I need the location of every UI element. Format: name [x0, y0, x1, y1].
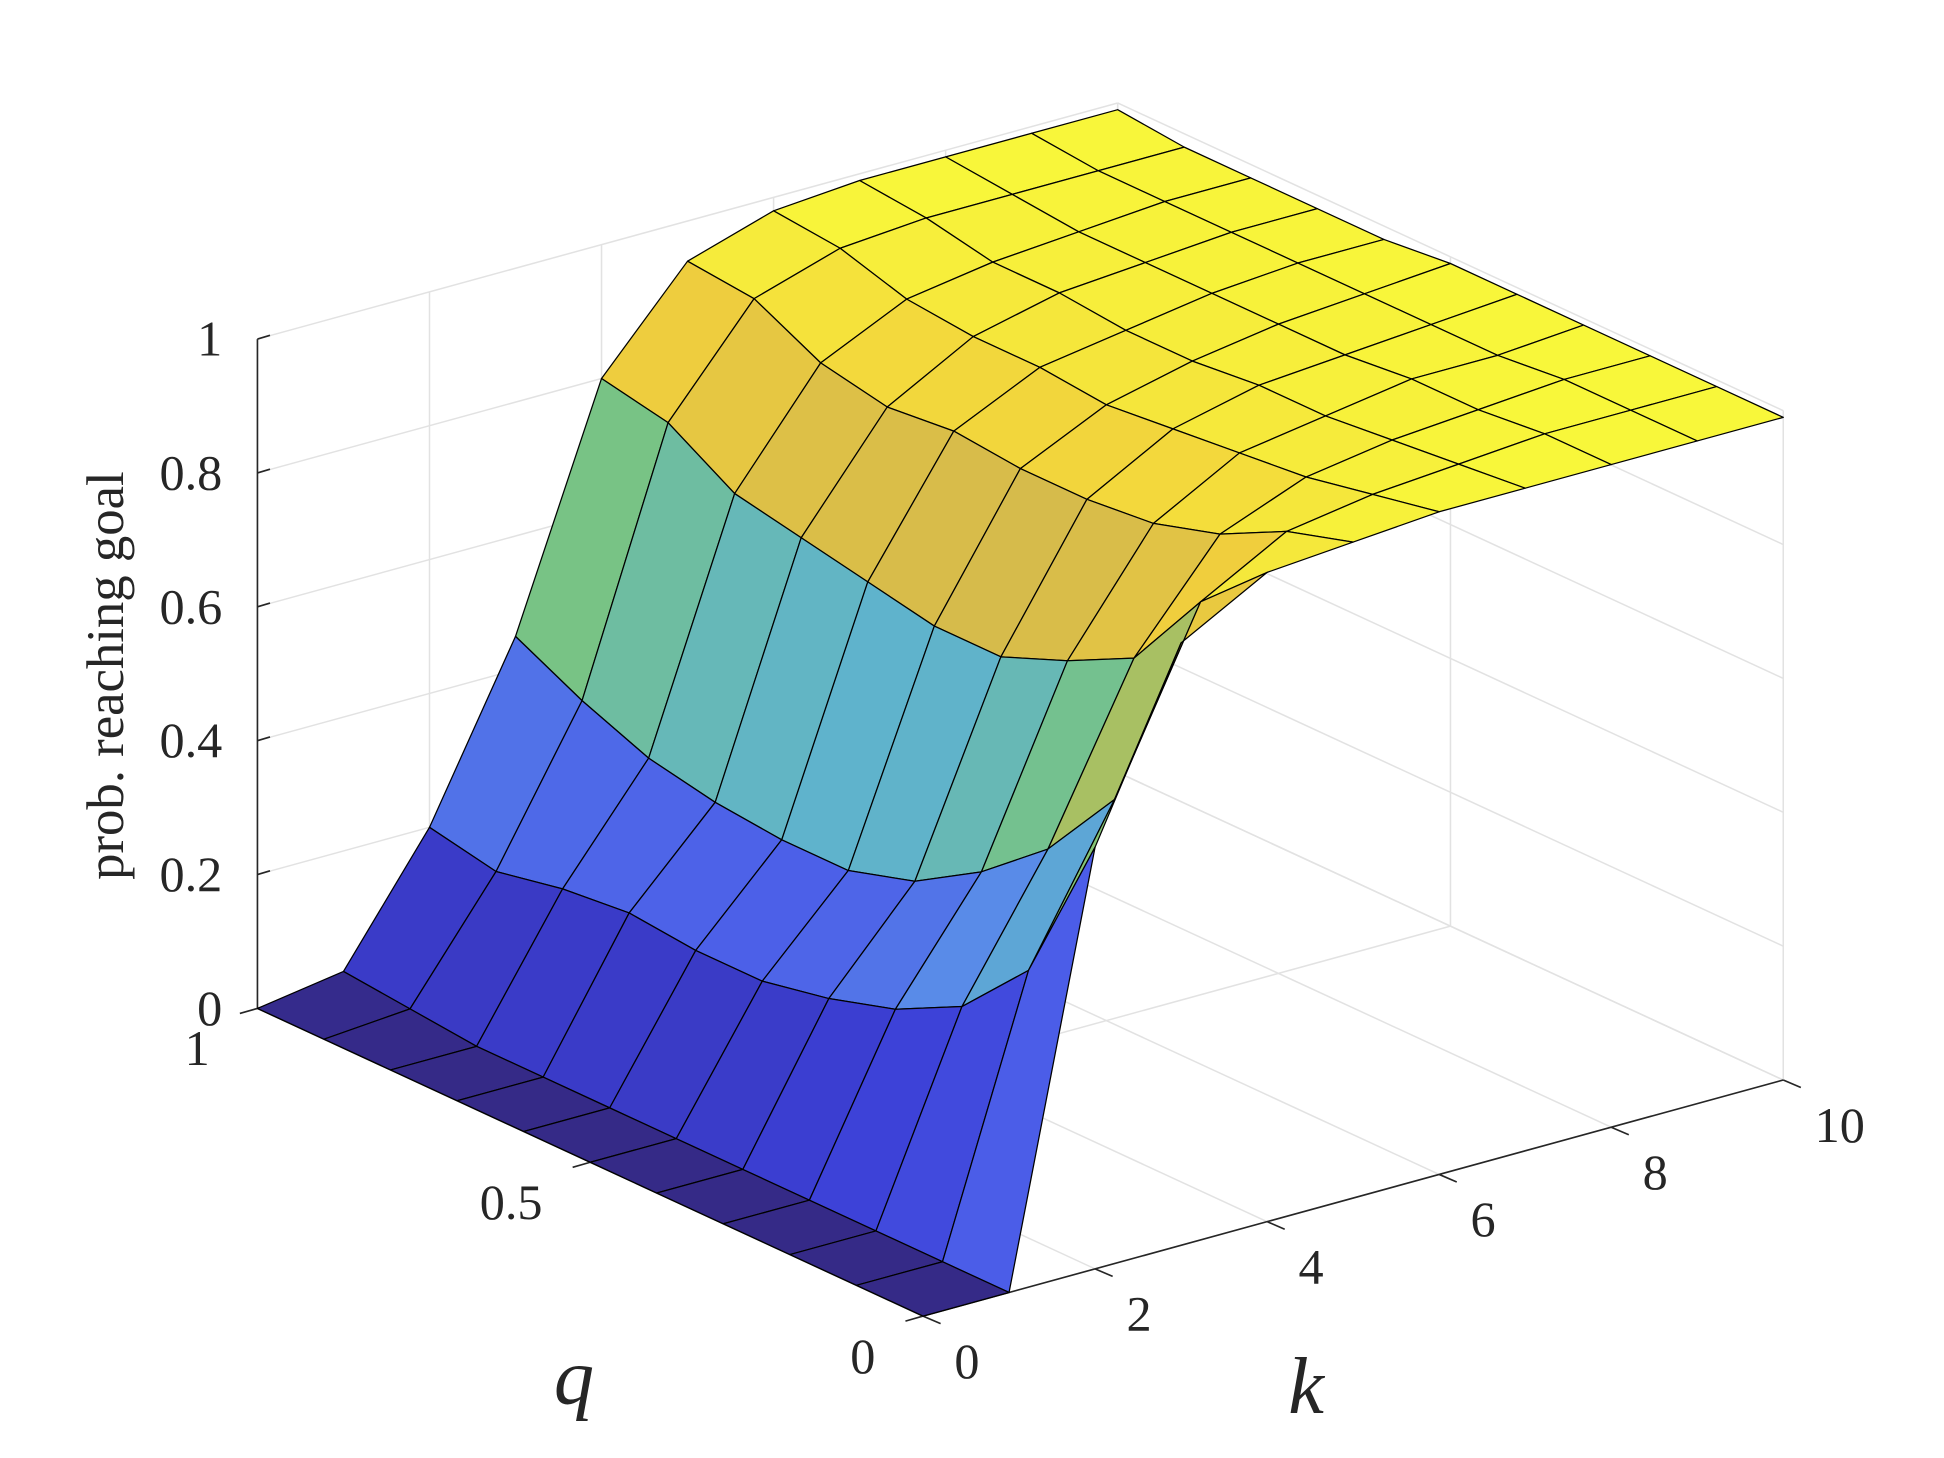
tick-mark	[239, 1007, 258, 1015]
tick-mark	[1094, 1268, 1113, 1278]
tick-mark	[257, 602, 271, 608]
z-tick-label: 0.4	[159, 712, 222, 768]
tick-mark	[1782, 1079, 1802, 1089]
tick-mark	[905, 1315, 924, 1322]
x-axis	[922, 1079, 1784, 1317]
y-tick-label: 0	[850, 1328, 875, 1384]
surface	[256, 109, 1784, 1317]
x-axis-label: k	[1288, 1342, 1325, 1431]
tick-mark	[1438, 1173, 1458, 1183]
z-tick-label: 1	[197, 311, 222, 367]
x-tick-label: 0	[954, 1333, 979, 1389]
z-tick-label: 0	[197, 980, 222, 1036]
x-tick-label: 6	[1471, 1191, 1496, 1247]
x-tick-label: 10	[1815, 1097, 1865, 1153]
labels: q k prob. reaching goal	[77, 471, 1325, 1430]
surface-face	[855, 1261, 1010, 1317]
y-tick-label: 0.5	[480, 1174, 543, 1230]
z-tick-label: 0.8	[159, 444, 222, 500]
x-tick-label: 8	[1643, 1144, 1668, 1200]
x-tick-label: 2	[1126, 1286, 1151, 1342]
z-axis-label: prob. reaching goal	[77, 471, 135, 880]
tick-mark	[257, 468, 271, 474]
tick-mark	[257, 736, 271, 742]
tick-mark	[257, 334, 271, 340]
y-axis-label: q	[554, 1333, 594, 1422]
z-tick-label: 0.6	[159, 578, 222, 634]
tick-mark	[1266, 1220, 1286, 1230]
tick-mark	[922, 1315, 941, 1325]
tick-mark	[1610, 1126, 1630, 1136]
tick-mark	[572, 1161, 591, 1169]
z-tick-label: 0.2	[159, 846, 222, 902]
x-tick-label: 4	[1299, 1238, 1324, 1294]
grid-line	[257, 102, 1118, 340]
tick-mark	[257, 869, 271, 876]
y-tick-label: 1	[185, 1020, 210, 1076]
